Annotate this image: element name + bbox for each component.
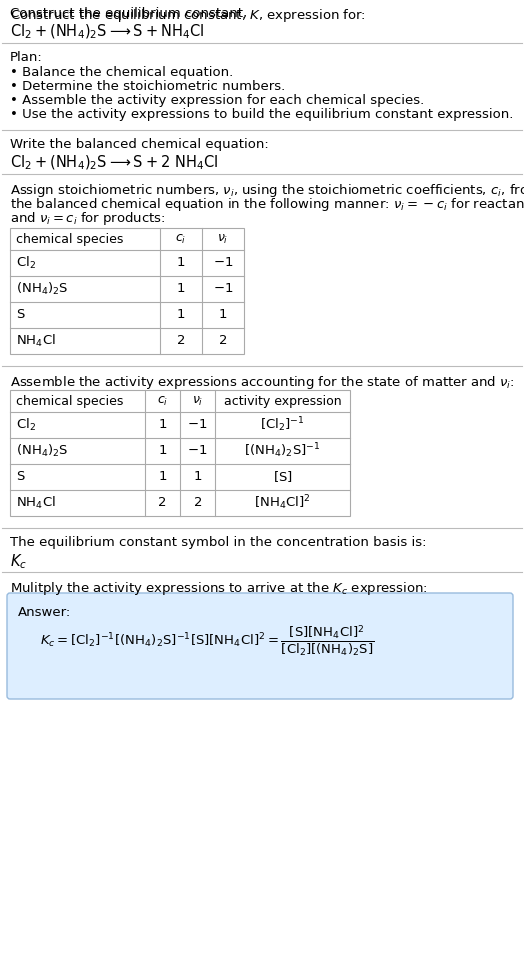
Text: $\nu_i$: $\nu_i$ bbox=[192, 394, 203, 408]
Text: $-1$: $-1$ bbox=[187, 418, 208, 432]
Text: $\mathrm{Cl_2 + (NH_4)_2S \longrightarrow S + NH_4Cl}$: $\mathrm{Cl_2 + (NH_4)_2S \longrightarro… bbox=[10, 23, 204, 41]
Text: • Balance the chemical equation.: • Balance the chemical equation. bbox=[10, 66, 233, 79]
Text: Write the balanced chemical equation:: Write the balanced chemical equation: bbox=[10, 138, 269, 151]
Text: $\mathrm{(NH_4)_2S}$: $\mathrm{(NH_4)_2S}$ bbox=[16, 443, 69, 459]
Text: $c_i$: $c_i$ bbox=[176, 233, 187, 246]
Text: chemical species: chemical species bbox=[16, 233, 123, 246]
Text: $\mathrm{(NH_4)_2S}$: $\mathrm{(NH_4)_2S}$ bbox=[16, 281, 69, 297]
Bar bbox=[10, 228, 244, 354]
Text: $[\mathrm{NH_4Cl}]^2$: $[\mathrm{NH_4Cl}]^2$ bbox=[254, 494, 311, 512]
Text: the balanced chemical equation in the following manner: $\nu_i = -c_i$ for react: the balanced chemical equation in the fo… bbox=[10, 196, 524, 213]
Text: $K_c$: $K_c$ bbox=[10, 552, 27, 570]
Text: 1: 1 bbox=[177, 282, 185, 296]
Text: 1: 1 bbox=[177, 256, 185, 270]
Text: $\mathrm{Cl_2}$: $\mathrm{Cl_2}$ bbox=[16, 417, 36, 434]
Text: Mulitply the activity expressions to arrive at the $K_c$ expression:: Mulitply the activity expressions to arr… bbox=[10, 580, 428, 597]
Text: $2$: $2$ bbox=[193, 497, 202, 509]
Text: 2: 2 bbox=[177, 335, 185, 347]
Text: $K_c = [\mathrm{Cl_2}]^{-1}[(\mathrm{NH_4})_2\mathrm{S}]^{-1}[\mathrm{S}][\mathr: $K_c = [\mathrm{Cl_2}]^{-1}[(\mathrm{NH_… bbox=[40, 624, 374, 658]
Text: $-1$: $-1$ bbox=[213, 256, 233, 270]
Text: $2$: $2$ bbox=[219, 335, 227, 347]
Text: and $\nu_i = c_i$ for products:: and $\nu_i = c_i$ for products: bbox=[10, 210, 166, 227]
Text: $\nu_i$: $\nu_i$ bbox=[217, 233, 228, 246]
Text: $\mathrm{S}$: $\mathrm{S}$ bbox=[16, 471, 26, 483]
Text: $c_i$: $c_i$ bbox=[157, 394, 168, 408]
Text: $\mathrm{Cl_2}$: $\mathrm{Cl_2}$ bbox=[16, 255, 36, 271]
Text: $-1$: $-1$ bbox=[187, 444, 208, 457]
Text: 1: 1 bbox=[158, 471, 167, 483]
Text: $1$: $1$ bbox=[193, 471, 202, 483]
Text: $[(\mathrm{NH_4})_2\mathrm{S}]^{-1}$: $[(\mathrm{NH_4})_2\mathrm{S}]^{-1}$ bbox=[244, 441, 321, 460]
Text: The equilibrium constant symbol in the concentration basis is:: The equilibrium constant symbol in the c… bbox=[10, 536, 427, 549]
Text: $\mathrm{S}$: $\mathrm{S}$ bbox=[16, 308, 26, 322]
Text: Construct the equilibrium constant,: Construct the equilibrium constant, bbox=[10, 7, 252, 20]
Text: $[\mathrm{S}]$: $[\mathrm{S}]$ bbox=[272, 470, 292, 484]
Text: 1: 1 bbox=[177, 308, 185, 322]
Text: 1: 1 bbox=[158, 444, 167, 457]
Text: $\mathrm{NH_4Cl}$: $\mathrm{NH_4Cl}$ bbox=[16, 495, 56, 511]
Text: $[\mathrm{Cl_2}]^{-1}$: $[\mathrm{Cl_2}]^{-1}$ bbox=[260, 415, 305, 434]
Bar bbox=[10, 390, 350, 516]
Text: chemical species: chemical species bbox=[16, 394, 123, 408]
Text: $-1$: $-1$ bbox=[213, 282, 233, 296]
FancyBboxPatch shape bbox=[7, 593, 513, 699]
Text: 2: 2 bbox=[158, 497, 167, 509]
Text: activity expression: activity expression bbox=[224, 394, 341, 408]
Text: $\mathrm{NH_4Cl}$: $\mathrm{NH_4Cl}$ bbox=[16, 333, 56, 349]
Text: • Assemble the activity expression for each chemical species.: • Assemble the activity expression for e… bbox=[10, 94, 424, 107]
Text: Construct the equilibrium constant, $K$, expression for:: Construct the equilibrium constant, $K$,… bbox=[10, 7, 366, 24]
Text: $1$: $1$ bbox=[219, 308, 227, 322]
Text: • Use the activity expressions to build the equilibrium constant expression.: • Use the activity expressions to build … bbox=[10, 108, 514, 121]
Text: $\mathrm{Cl_2 + (NH_4)_2S \longrightarrow S + 2\ NH_4Cl}$: $\mathrm{Cl_2 + (NH_4)_2S \longrightarro… bbox=[10, 154, 218, 172]
Text: Answer:: Answer: bbox=[18, 606, 71, 619]
Text: 1: 1 bbox=[158, 418, 167, 432]
Text: Plan:: Plan: bbox=[10, 51, 43, 64]
Text: Assemble the activity expressions accounting for the state of matter and $\nu_i$: Assemble the activity expressions accoun… bbox=[10, 374, 515, 391]
Text: Assign stoichiometric numbers, $\nu_i$, using the stoichiometric coefficients, $: Assign stoichiometric numbers, $\nu_i$, … bbox=[10, 182, 524, 199]
Text: • Determine the stoichiometric numbers.: • Determine the stoichiometric numbers. bbox=[10, 80, 285, 93]
